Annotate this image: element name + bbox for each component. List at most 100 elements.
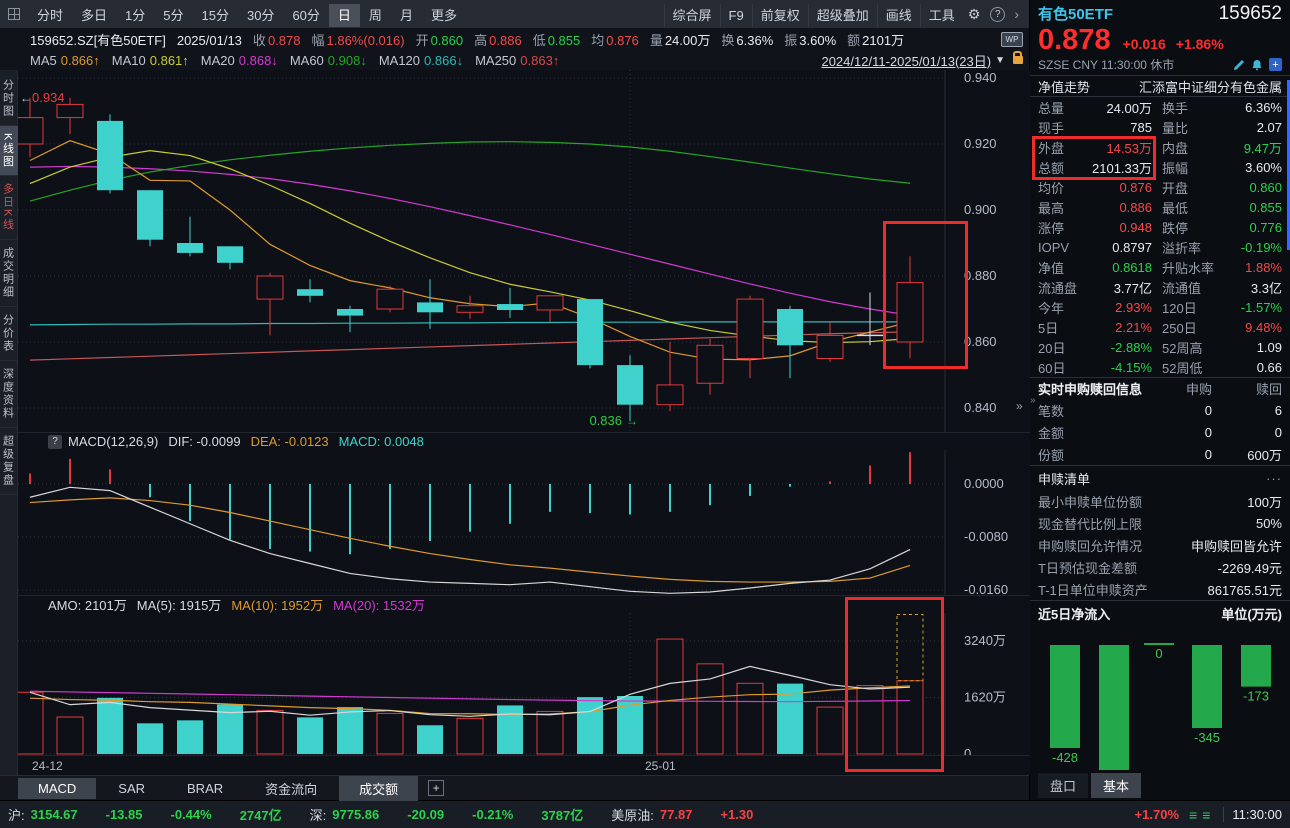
ellipsis-more-icon[interactable]: ··· bbox=[1266, 470, 1282, 486]
candle-body bbox=[736, 298, 764, 360]
indicator-tab-MACD[interactable]: MACD bbox=[18, 777, 97, 799]
subscribe-row: 金额 0 0 bbox=[1038, 421, 1282, 443]
wp-monitor-icon[interactable]: WP bbox=[1001, 31, 1023, 47]
pencil-icon[interactable] bbox=[1233, 59, 1245, 71]
sidebar-tab-成交明细[interactable]: 成交明细 bbox=[0, 240, 18, 307]
candle-body bbox=[337, 309, 363, 316]
bell-icon[interactable] bbox=[1251, 59, 1263, 71]
ma-legend-MA10: MA10 0.861↑ bbox=[112, 53, 189, 68]
tool-tab-超级叠加[interactable]: 超级叠加 bbox=[807, 3, 877, 27]
period-tab-60分[interactable]: 60分 bbox=[292, 7, 320, 23]
field-value: 3.77亿 bbox=[1113, 280, 1152, 296]
panel-tab-基本[interactable]: 基本 bbox=[1091, 773, 1142, 798]
grid-icon[interactable] bbox=[8, 8, 20, 20]
caret-down-icon[interactable]: ▼ bbox=[995, 54, 1005, 66]
field-label: 溢折率 bbox=[1162, 240, 1202, 256]
field-value: 861765.51元 bbox=[1207, 582, 1282, 598]
macd-help-icon[interactable]: ? bbox=[48, 434, 62, 449]
x-axis-labels: 24-12 25-01 bbox=[18, 755, 1030, 775]
quote-detail-panel: 有色50ETF 159652 0.878 +0.016 +1.86% SZSE … bbox=[1030, 0, 1290, 800]
lock-icon[interactable] bbox=[1013, 51, 1023, 64]
add-indicator-icon[interactable]: + bbox=[428, 780, 445, 796]
period-tab-1分[interactable]: 1分 bbox=[125, 7, 146, 23]
field-value: 2.21% bbox=[1115, 319, 1152, 335]
quote-segment-value: 0.855 bbox=[547, 32, 581, 48]
index-value: 9775.86 bbox=[332, 807, 380, 822]
srq-row: 最小申赎单位份额 100万 bbox=[1038, 490, 1282, 512]
tool-tab-综合屏[interactable]: 综合屏 bbox=[663, 3, 720, 27]
net-inflow-bar-chart[interactable]: -428 0 -345 -173 bbox=[1030, 625, 1290, 770]
candle-body bbox=[896, 282, 924, 343]
add-watch-icon[interactable]: + bbox=[1269, 58, 1282, 71]
volume-lines-icon[interactable]: ≡ bbox=[1189, 806, 1198, 823]
panel-collapse-icon[interactable]: » bbox=[1030, 395, 1036, 406]
period-tab-更多[interactable]: 更多 bbox=[430, 7, 457, 23]
price-change: +0.016 bbox=[1122, 36, 1166, 52]
period-tab-15分[interactable]: 15分 bbox=[201, 7, 229, 23]
index-value: 77.87 bbox=[659, 807, 693, 822]
period-tab-30分[interactable]: 30分 bbox=[246, 7, 275, 23]
ma-line-MA20 bbox=[29, 165, 911, 316]
quote-segment-value: 0.860 bbox=[430, 32, 464, 48]
candle-body bbox=[656, 384, 684, 406]
sidebar-tab-多日K线[interactable]: 多日K线 bbox=[0, 176, 18, 240]
gear-icon[interactable]: ⚙ bbox=[967, 5, 981, 22]
field-label: 换手 bbox=[1162, 100, 1189, 116]
indicator-tab-资金流向[interactable]: 资金流向 bbox=[265, 781, 318, 797]
sidebar-tab-深度资料[interactable]: 深度资料 bbox=[0, 361, 18, 428]
quote-row: 涨停 0.948 跌停 0.776 bbox=[1038, 217, 1282, 237]
ma-label: MA10 bbox=[111, 52, 146, 68]
volume-bar bbox=[137, 723, 163, 754]
quote-price-row: 0.878 +0.016 +1.86% bbox=[1038, 25, 1282, 55]
chevron-right-icon[interactable]: › bbox=[1014, 6, 1019, 22]
nav-trend-row[interactable]: 净值走势 汇添富中证细分有色金属 bbox=[1030, 75, 1290, 97]
subscribe-rows: 笔数 0 6 金额 0 0 份额 0 600万 bbox=[1030, 399, 1290, 465]
volume-chart[interactable]: 3240万 1620万 0 bbox=[18, 613, 1030, 755]
quote-row: 最高 0.886 最低 0.855 bbox=[1038, 197, 1282, 217]
panel-scrollbar[interactable] bbox=[1287, 80, 1290, 250]
date-range-control[interactable]: 2024/12/11-2025/01/13(23日) ▼ bbox=[821, 51, 1023, 70]
chart-section: 分时 多日 1分 5分 15分 30分 60分日周月更多 综合屏 F9 前复权 超级叠加 画线 工具 … bbox=[0, 0, 1030, 801]
status-divider bbox=[1223, 807, 1225, 822]
period-tab-日[interactable]: 日 bbox=[328, 3, 360, 27]
quote-header: 有色50ETF 159652 0.878 +0.016 +1.86% SZSE … bbox=[1030, 0, 1290, 75]
tool-tab-前复权[interactable]: 前复权 bbox=[751, 3, 808, 27]
period-tab-5分[interactable]: 5分 bbox=[163, 7, 184, 23]
period-tab-月[interactable]: 月 bbox=[399, 7, 413, 23]
date-range-label[interactable]: 2024/12/11-2025/01/13(23日) bbox=[821, 53, 992, 69]
sidebar-tab-K线图[interactable]: K线图 bbox=[0, 126, 18, 177]
indicator-tab-SAR[interactable]: SAR bbox=[118, 780, 146, 796]
status-bar: 沪: 3154.67 -13.85 -0.44% 2747亿 深: 9775.86 -20.0… bbox=[0, 800, 1290, 828]
price-candlestick-chart[interactable]: 0.940 0.920 0.900 0.880 0.860 0.840 ← 0.934 0.83… bbox=[18, 70, 1030, 432]
tool-tab-工具[interactable]: 工具 bbox=[919, 3, 963, 27]
srq-section-header: 申赎清单 ··· bbox=[1030, 465, 1290, 490]
help-icon[interactable]: ? bbox=[990, 6, 1006, 22]
field-label: 最低 bbox=[1162, 200, 1189, 216]
macd-chart[interactable]: 0.0000 -0.0080 -0.0160 bbox=[18, 450, 1030, 595]
quote-row: 现手 785 量比 2.07 bbox=[1038, 117, 1282, 137]
tool-tab-F9[interactable]: F9 bbox=[719, 3, 752, 27]
volume-projection-box bbox=[896, 613, 924, 682]
quote-row: 20日 -2.88% 52周高 1.09 bbox=[1038, 337, 1282, 357]
indicator-tab-BRAR[interactable]: BRAR bbox=[187, 780, 224, 796]
panel-tab-盘口[interactable]: 盘口 bbox=[1038, 773, 1089, 798]
vma5-line bbox=[29, 665, 911, 717]
sidebar-tab-分价表[interactable]: 分价表 bbox=[0, 307, 18, 361]
quote-segment-label: 均 bbox=[591, 32, 605, 48]
candle-body bbox=[536, 295, 564, 311]
tool-tab-画线[interactable]: 画线 bbox=[876, 3, 920, 27]
subscribe-col-redeem: 赎回 bbox=[1255, 382, 1282, 397]
ma-legend-MA60: MA60 0.908↓ bbox=[290, 53, 367, 68]
sidebar-tab-超级复盘[interactable]: 超级复盘 bbox=[0, 428, 18, 495]
period-tab-多日[interactable]: 多日 bbox=[81, 7, 108, 23]
period-tab-分时[interactable]: 分时 bbox=[37, 7, 64, 23]
subscribe-columns: 申购 赎回 bbox=[1148, 379, 1282, 398]
indicator-tab-成交额[interactable]: 成交额 bbox=[339, 775, 419, 801]
volume-lines-icon-2[interactable]: ≡ bbox=[1202, 806, 1211, 823]
sidebar-tab-分时图[interactable]: 分时图 bbox=[0, 72, 18, 126]
period-tab-周[interactable]: 周 bbox=[368, 7, 382, 23]
price-axis-label: 0.940 bbox=[964, 70, 997, 85]
amo-ma20-value: MA(20): 1532万 bbox=[333, 598, 425, 613]
ma-value: 0.868↓ bbox=[238, 52, 278, 68]
candle-body bbox=[617, 365, 643, 405]
